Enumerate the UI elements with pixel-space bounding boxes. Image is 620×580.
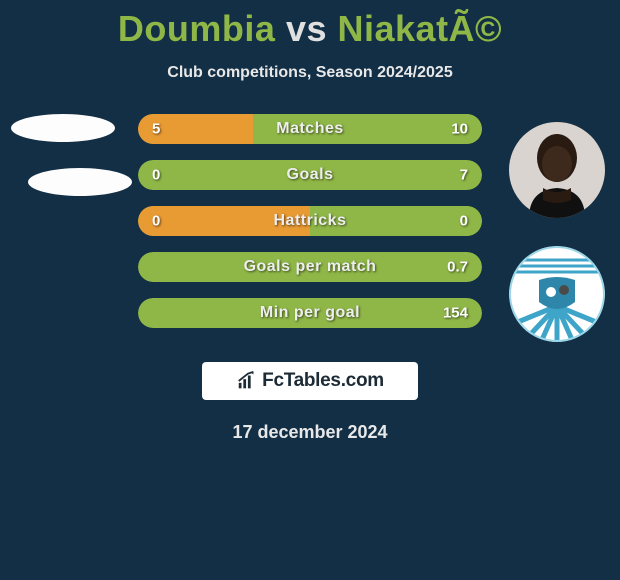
player1-avatar-placeholder: [11, 114, 115, 142]
bar-row: 07Goals: [138, 160, 482, 190]
player2-avatar-svg: [509, 122, 605, 218]
bar-row: 00Hattricks: [138, 206, 482, 236]
chart-icon: [236, 370, 258, 392]
bar-label: Goals per match: [138, 258, 482, 276]
player2-club-badge: [509, 246, 605, 342]
compare-bars: 510Matches 07Goals 00Hattricks 0.7Goals per…: [138, 114, 482, 344]
title-player2: NiakatÃ©: [338, 8, 503, 49]
bar-row: 154Min per goal: [138, 298, 482, 328]
bar-row: 510Matches: [138, 114, 482, 144]
bar-label: Hattricks: [138, 212, 482, 230]
compare-area: 510Matches 07Goals 00Hattricks 0.7Goals per…: [0, 114, 620, 344]
bar-label: Matches: [138, 120, 482, 138]
title-player1: Doumbia: [118, 8, 276, 49]
player1-club-placeholder: [28, 168, 132, 196]
right-avatars: [502, 114, 612, 342]
club-badge-svg: [509, 246, 605, 342]
subtitle: Club competitions, Season 2024/2025: [0, 64, 620, 82]
bar-label: Min per goal: [138, 304, 482, 322]
page-title: Doumbia vs NiakatÃ©: [0, 0, 620, 50]
player2-avatar: [509, 122, 605, 218]
branding: FcTables.com: [202, 362, 418, 400]
bar-row: 0.7Goals per match: [138, 252, 482, 282]
bar-label: Goals: [138, 166, 482, 184]
left-avatars: [8, 114, 118, 196]
title-vs: vs: [286, 8, 327, 49]
branding-text: FcTables.com: [262, 370, 384, 392]
date-line: 17 december 2024: [0, 422, 620, 443]
